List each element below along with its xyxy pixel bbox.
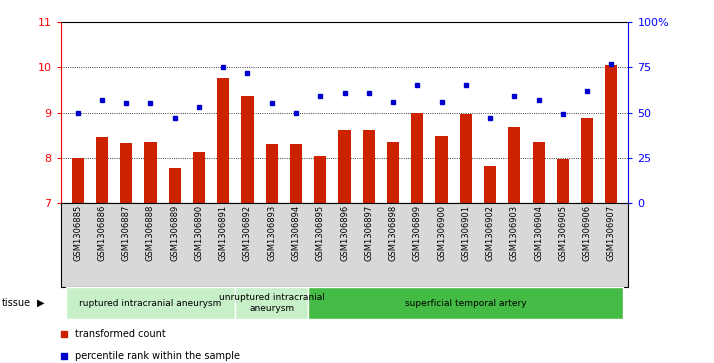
Text: GSM1306891: GSM1306891 bbox=[218, 205, 228, 261]
Text: GSM1306890: GSM1306890 bbox=[194, 205, 203, 261]
Bar bbox=[96, 138, 108, 203]
Text: GSM1306904: GSM1306904 bbox=[534, 205, 543, 261]
Text: superficial temporal artery: superficial temporal artery bbox=[405, 299, 527, 307]
Bar bbox=[236, 287, 308, 319]
Bar bbox=[144, 142, 156, 203]
Text: percentile rank within the sample: percentile rank within the sample bbox=[75, 351, 240, 361]
Bar bbox=[120, 143, 132, 203]
Text: GSM1306906: GSM1306906 bbox=[583, 205, 592, 261]
Text: GSM1306887: GSM1306887 bbox=[121, 205, 131, 261]
Bar bbox=[193, 152, 205, 203]
Text: GSM1306893: GSM1306893 bbox=[267, 205, 276, 261]
Text: GSM1306889: GSM1306889 bbox=[170, 205, 179, 261]
Bar bbox=[266, 144, 278, 203]
Bar bbox=[533, 142, 545, 203]
Text: GSM1306894: GSM1306894 bbox=[291, 205, 301, 261]
Text: GSM1306896: GSM1306896 bbox=[340, 205, 349, 261]
Text: GSM1306885: GSM1306885 bbox=[73, 205, 82, 261]
Bar bbox=[169, 168, 181, 203]
Bar bbox=[460, 114, 472, 203]
Text: transformed count: transformed count bbox=[75, 329, 166, 339]
Text: GSM1306888: GSM1306888 bbox=[146, 205, 155, 261]
Bar bbox=[508, 127, 521, 203]
Bar bbox=[217, 78, 229, 203]
Bar bbox=[484, 166, 496, 203]
Text: GSM1306895: GSM1306895 bbox=[316, 205, 325, 261]
Bar bbox=[338, 130, 351, 203]
Bar bbox=[411, 113, 423, 203]
Bar bbox=[436, 136, 448, 203]
Bar bbox=[363, 130, 375, 203]
Text: GSM1306897: GSM1306897 bbox=[364, 205, 373, 261]
Bar bbox=[308, 287, 623, 319]
Text: GSM1306902: GSM1306902 bbox=[486, 205, 495, 261]
Bar bbox=[605, 65, 618, 203]
Bar bbox=[314, 156, 326, 203]
Text: GSM1306905: GSM1306905 bbox=[558, 205, 568, 261]
Bar bbox=[66, 287, 236, 319]
Bar bbox=[71, 158, 84, 203]
Text: GSM1306903: GSM1306903 bbox=[510, 205, 519, 261]
Text: GSM1306892: GSM1306892 bbox=[243, 205, 252, 261]
Text: GSM1306901: GSM1306901 bbox=[461, 205, 471, 261]
Text: GSM1306900: GSM1306900 bbox=[437, 205, 446, 261]
Text: GSM1306886: GSM1306886 bbox=[97, 205, 106, 261]
Text: GSM1306899: GSM1306899 bbox=[413, 205, 422, 261]
Text: tissue: tissue bbox=[2, 298, 31, 308]
Text: GSM1306907: GSM1306907 bbox=[607, 205, 616, 261]
Bar bbox=[387, 142, 399, 203]
Bar bbox=[581, 118, 593, 203]
Text: ruptured intracranial aneurysm: ruptured intracranial aneurysm bbox=[79, 299, 221, 307]
Bar bbox=[557, 159, 569, 203]
Bar bbox=[290, 144, 302, 203]
Text: ▶: ▶ bbox=[37, 298, 45, 308]
Text: unruptured intracranial
aneurysm: unruptured intracranial aneurysm bbox=[218, 293, 325, 313]
Bar bbox=[241, 96, 253, 203]
Text: GSM1306898: GSM1306898 bbox=[388, 205, 398, 261]
